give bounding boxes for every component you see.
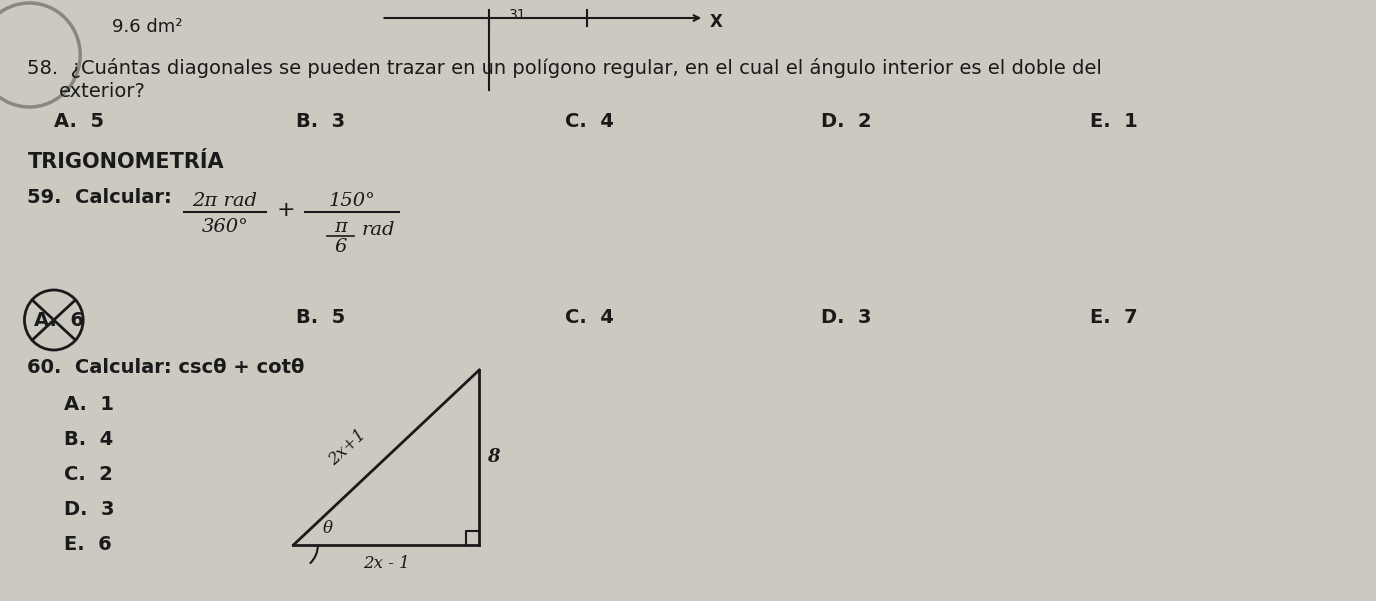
Text: 60.  Calcular: cscθ + cotθ: 60. Calcular: cscθ + cotθ xyxy=(28,358,304,377)
Text: B.  3: B. 3 xyxy=(296,112,345,131)
Text: B.  4: B. 4 xyxy=(63,430,113,449)
Text: D.  2: D. 2 xyxy=(821,112,871,131)
Text: TRIGONOMETRÍA: TRIGONOMETRÍA xyxy=(28,152,224,172)
Text: 58.  ¿Cuántas diagonales se pueden trazar en un polígono regular, en el cual el : 58. ¿Cuántas diagonales se pueden trazar… xyxy=(28,58,1102,78)
Text: X: X xyxy=(710,13,722,31)
Text: A.  1: A. 1 xyxy=(63,395,114,414)
Text: θ: θ xyxy=(323,520,333,537)
Text: 2x - 1: 2x - 1 xyxy=(363,555,410,572)
Text: C.  2: C. 2 xyxy=(63,465,113,484)
Text: 150°: 150° xyxy=(329,192,376,210)
Text: E.  6: E. 6 xyxy=(63,535,111,554)
Text: E.  1: E. 1 xyxy=(1090,112,1138,131)
Text: 31: 31 xyxy=(509,8,526,22)
Text: A.  6: A. 6 xyxy=(33,311,84,329)
Text: π: π xyxy=(334,218,347,236)
Text: C.  4: C. 4 xyxy=(566,308,614,327)
Text: E.  7: E. 7 xyxy=(1090,308,1138,327)
Text: 6: 6 xyxy=(334,238,347,256)
Text: B.  5: B. 5 xyxy=(296,308,345,327)
Text: 360°: 360° xyxy=(201,218,249,236)
Text: rad: rad xyxy=(362,221,395,239)
Text: C.  4: C. 4 xyxy=(566,112,614,131)
Text: 2π rad: 2π rad xyxy=(193,192,257,210)
Text: A.  5: A. 5 xyxy=(54,112,103,131)
Text: 2x+1: 2x+1 xyxy=(325,426,369,469)
Text: D.  3: D. 3 xyxy=(63,500,114,519)
Text: 8: 8 xyxy=(487,448,499,466)
Text: 59.  Calcular:: 59. Calcular: xyxy=(28,188,172,207)
Text: +: + xyxy=(277,200,294,220)
Text: D.  3: D. 3 xyxy=(821,308,871,327)
Text: exterior?: exterior? xyxy=(59,82,146,101)
Text: 9.6 dm²: 9.6 dm² xyxy=(113,18,183,36)
